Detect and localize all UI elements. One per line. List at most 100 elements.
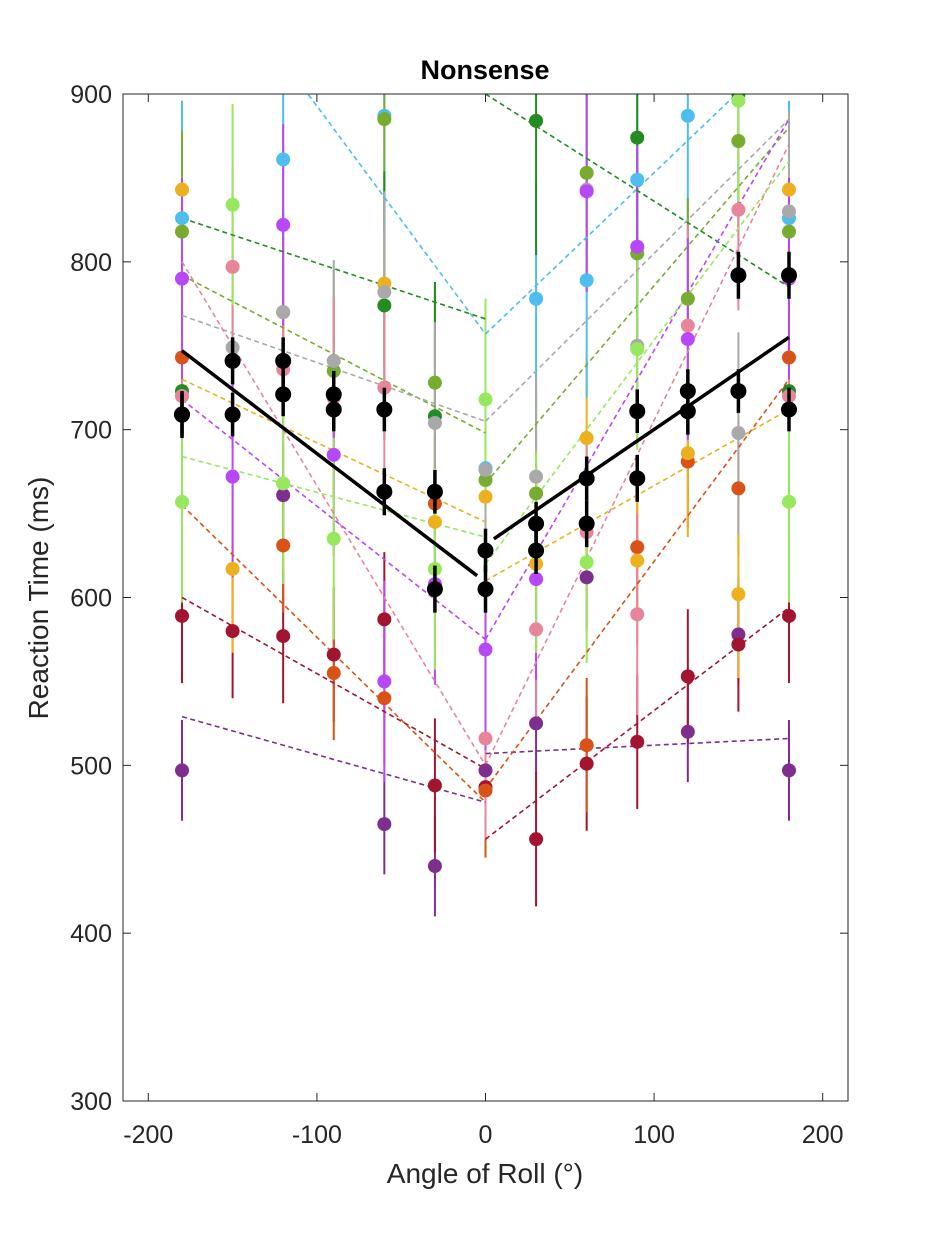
y-tick-label: 600 xyxy=(70,585,112,613)
data-point xyxy=(680,318,695,333)
data-point xyxy=(377,285,392,300)
data-point xyxy=(478,462,493,477)
y-tick-label: 500 xyxy=(70,752,112,780)
fit-line-dashed xyxy=(484,127,790,484)
data-point xyxy=(225,624,240,639)
axes: -200 -100 0 100 200 300 400 500 600 700 800 900 xyxy=(70,81,849,1149)
mean-point xyxy=(780,267,797,284)
data-point xyxy=(478,473,493,488)
data-point xyxy=(529,469,544,484)
data-point xyxy=(529,622,544,637)
data-point xyxy=(529,291,544,306)
x-tick-label: -200 xyxy=(123,1121,173,1149)
mean-point xyxy=(376,483,393,500)
data-point xyxy=(427,778,442,793)
data-point xyxy=(529,832,544,847)
mean-point xyxy=(679,383,696,400)
data-point xyxy=(225,469,240,484)
data-point xyxy=(225,259,240,274)
data-point xyxy=(731,587,746,602)
data-point xyxy=(427,415,442,430)
plot-inner xyxy=(174,94,797,917)
data-point xyxy=(276,538,291,553)
data-point xyxy=(680,108,695,123)
y-tick-label: 300 xyxy=(70,1088,112,1116)
data-point xyxy=(478,642,493,657)
data-point xyxy=(579,431,594,446)
data-point xyxy=(326,353,341,368)
data-point xyxy=(427,859,442,874)
data-point xyxy=(276,488,291,503)
data-point xyxy=(579,184,594,199)
mean-point xyxy=(376,401,393,418)
data-point xyxy=(579,738,594,753)
data-point xyxy=(478,763,493,778)
data-point xyxy=(731,94,746,108)
mean-point xyxy=(174,406,191,423)
data-point xyxy=(630,130,645,145)
mean-fit-line xyxy=(492,335,790,541)
data-point xyxy=(781,608,796,623)
data-point xyxy=(377,612,392,627)
data-point xyxy=(529,486,544,501)
mean-point xyxy=(629,470,646,487)
data-point xyxy=(630,734,645,749)
fit-line-dashed xyxy=(181,314,486,423)
data-point xyxy=(175,224,190,239)
fit-line-dashed xyxy=(181,715,486,804)
y-tick-label: 700 xyxy=(70,417,112,445)
fit-line-dashed xyxy=(307,94,487,335)
x-tick-label: 0 xyxy=(479,1121,493,1149)
data-point xyxy=(276,152,291,167)
data-point xyxy=(781,350,796,365)
fit-line-dashed xyxy=(484,160,790,565)
fit-line-dashed xyxy=(484,118,790,422)
data-point xyxy=(478,489,493,504)
data-point xyxy=(579,165,594,180)
mean-point xyxy=(325,386,342,403)
data-point xyxy=(630,239,645,254)
fit-line-dashed xyxy=(484,94,738,335)
x-axis-label: Angle of Roll (°) xyxy=(387,1158,583,1189)
mean-point xyxy=(730,383,747,400)
data-point xyxy=(731,426,746,441)
data-point xyxy=(781,494,796,509)
data-point xyxy=(680,724,695,739)
plot-area xyxy=(174,94,797,917)
data-point xyxy=(781,182,796,197)
mean-point xyxy=(477,581,494,598)
data-point xyxy=(225,197,240,212)
mean-point xyxy=(730,267,747,284)
x-tick-label: -100 xyxy=(292,1121,342,1149)
y-axis-label: Reaction Time (ms) xyxy=(23,477,54,720)
data-point xyxy=(175,763,190,778)
data-point xyxy=(276,305,291,320)
y-tick-label: 900 xyxy=(70,81,112,109)
data-point xyxy=(326,531,341,546)
data-point xyxy=(579,570,594,585)
data-point xyxy=(326,647,341,662)
data-point xyxy=(175,182,190,197)
data-point xyxy=(377,298,392,313)
data-point xyxy=(377,817,392,832)
y-tick-label: 800 xyxy=(70,249,112,277)
data-point xyxy=(175,271,190,286)
data-point xyxy=(478,392,493,407)
data-point xyxy=(630,342,645,357)
data-point xyxy=(630,540,645,555)
data-point xyxy=(579,756,594,771)
x-tick-label: 200 xyxy=(802,1121,844,1149)
data-point xyxy=(326,447,341,462)
fit-line-dashed xyxy=(181,504,487,803)
data-point xyxy=(680,446,695,461)
fit-line-dashed xyxy=(181,217,486,320)
data-point xyxy=(781,204,796,219)
mean-fit-line xyxy=(180,349,479,578)
data-point xyxy=(427,375,442,390)
data-point xyxy=(781,224,796,239)
mean-point xyxy=(578,515,595,532)
mean-point xyxy=(629,403,646,420)
data-point xyxy=(680,669,695,684)
